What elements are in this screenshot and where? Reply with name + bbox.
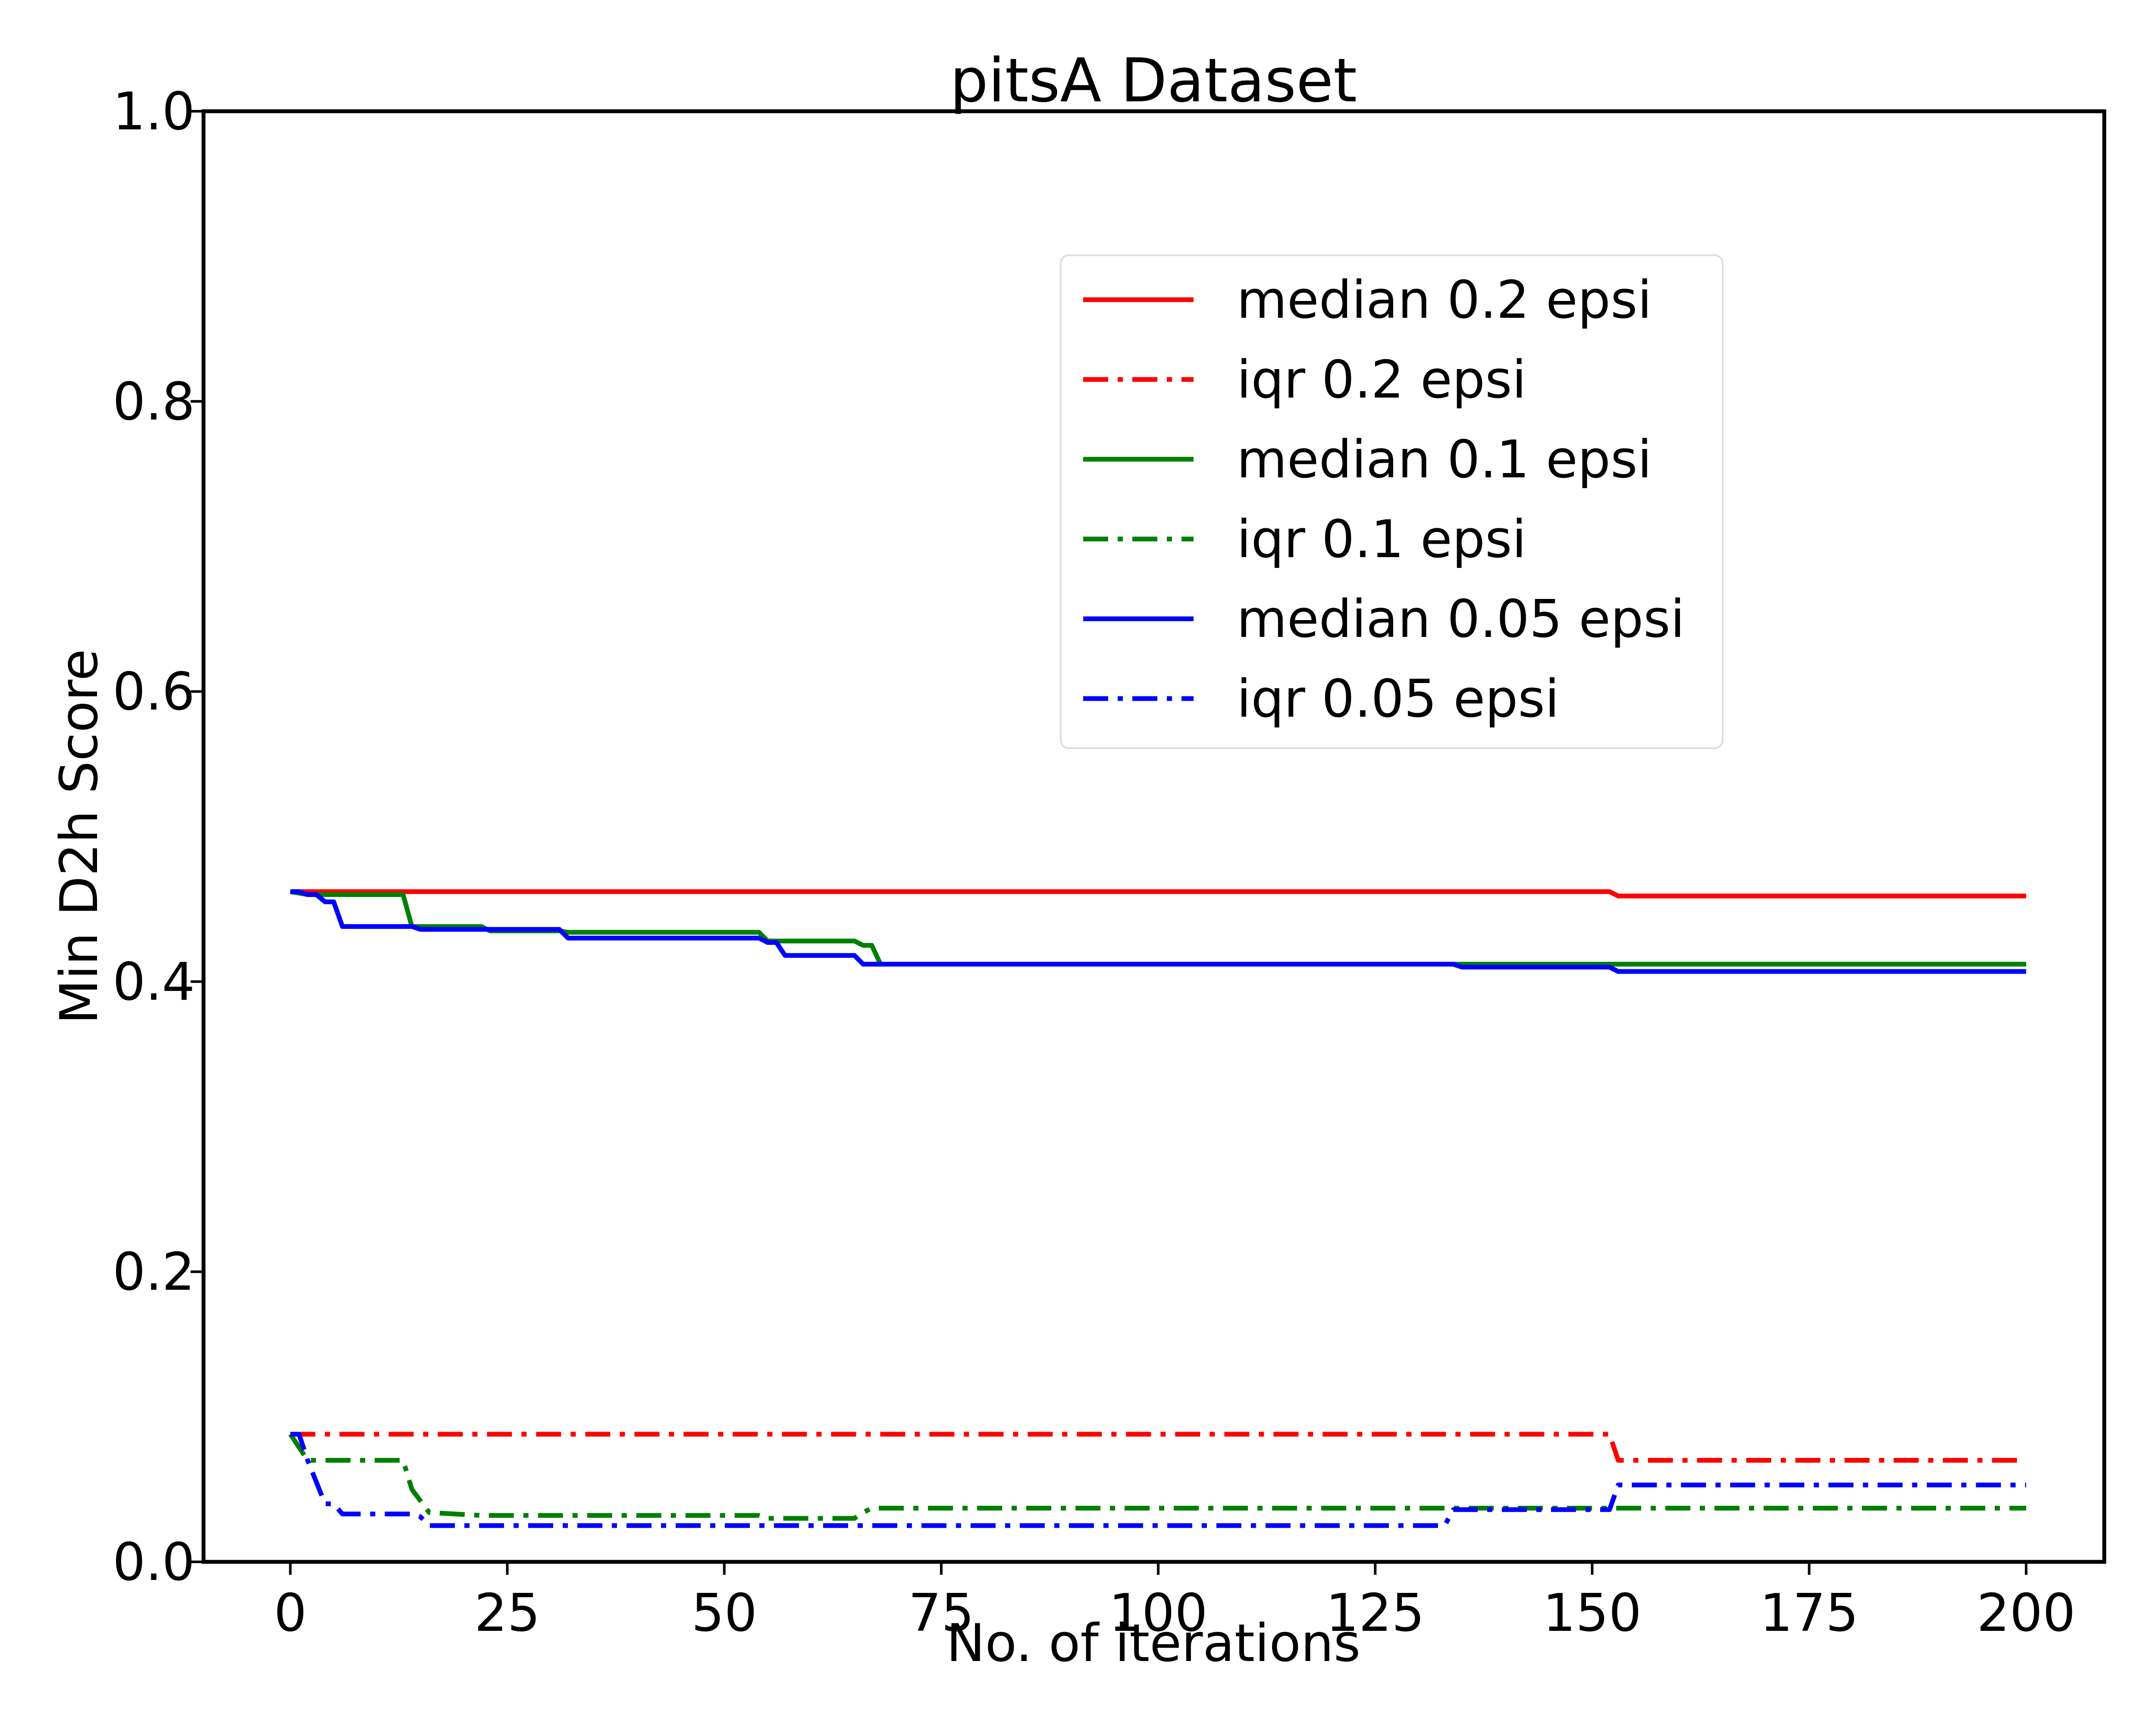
x-tick-label: 125 xyxy=(1326,1583,1425,1643)
legend-label-5: median 0.05 epsi xyxy=(1237,589,1685,649)
y-tick-label: 0.0 xyxy=(113,1533,195,1592)
series-line-5 xyxy=(290,889,2026,974)
chart-title: pitsA Dataset xyxy=(950,46,1357,116)
x-axis-label: No. of iterations xyxy=(946,1614,1361,1674)
series-line-4 xyxy=(288,1432,2026,1521)
legend-label-3: median 0.1 epsi xyxy=(1237,430,1652,490)
y-tick-label: 0.4 xyxy=(113,952,195,1012)
y-tick-label: 0.6 xyxy=(113,662,195,722)
y-tick-label: 1.0 xyxy=(113,82,195,142)
y-axis-label: Min D2h Score xyxy=(50,649,110,1024)
y-axis-ticks: 0.0 0.2 0.4 0.6 0.8 1.0 xyxy=(113,82,204,1592)
plot-frame xyxy=(201,109,2106,1564)
legend: median 0.2 epsi iqr 0.2 epsi median 0.1 ep… xyxy=(1060,254,1724,749)
x-tick-label: 75 xyxy=(909,1583,975,1643)
x-tick-label: 150 xyxy=(1543,1583,1642,1643)
x-tick-label: 50 xyxy=(691,1583,757,1643)
x-tick-label: 100 xyxy=(1109,1583,1208,1643)
legend-label-4: iqr 0.1 epsi xyxy=(1237,510,1526,570)
series-line-1 xyxy=(290,889,2026,899)
x-tick-label: 25 xyxy=(474,1583,540,1643)
x-tick-label: 0 xyxy=(274,1583,307,1643)
series-line-2 xyxy=(290,1432,2026,1463)
x-axis-ticks: 0 25 50 75 100 125 150 175 200 xyxy=(274,1562,2075,1643)
x-tick-label: 200 xyxy=(1977,1583,2075,1643)
legend-label-6: iqr 0.05 epsi xyxy=(1237,669,1559,729)
y-tick-label: 0.2 xyxy=(113,1242,195,1302)
series-line-3 xyxy=(290,889,2026,967)
x-tick-label: 175 xyxy=(1760,1583,1858,1643)
series-layer xyxy=(288,889,2026,1528)
legend-box xyxy=(1060,254,1724,749)
legend-label-2: iqr 0.2 epsi xyxy=(1237,350,1526,410)
series-line-6 xyxy=(290,1432,2026,1528)
y-tick-label: 0.8 xyxy=(113,372,195,432)
legend-items: median 0.2 epsi iqr 0.2 epsi median 0.1 ep… xyxy=(1083,270,1685,729)
legend-label-1: median 0.2 epsi xyxy=(1237,270,1652,330)
